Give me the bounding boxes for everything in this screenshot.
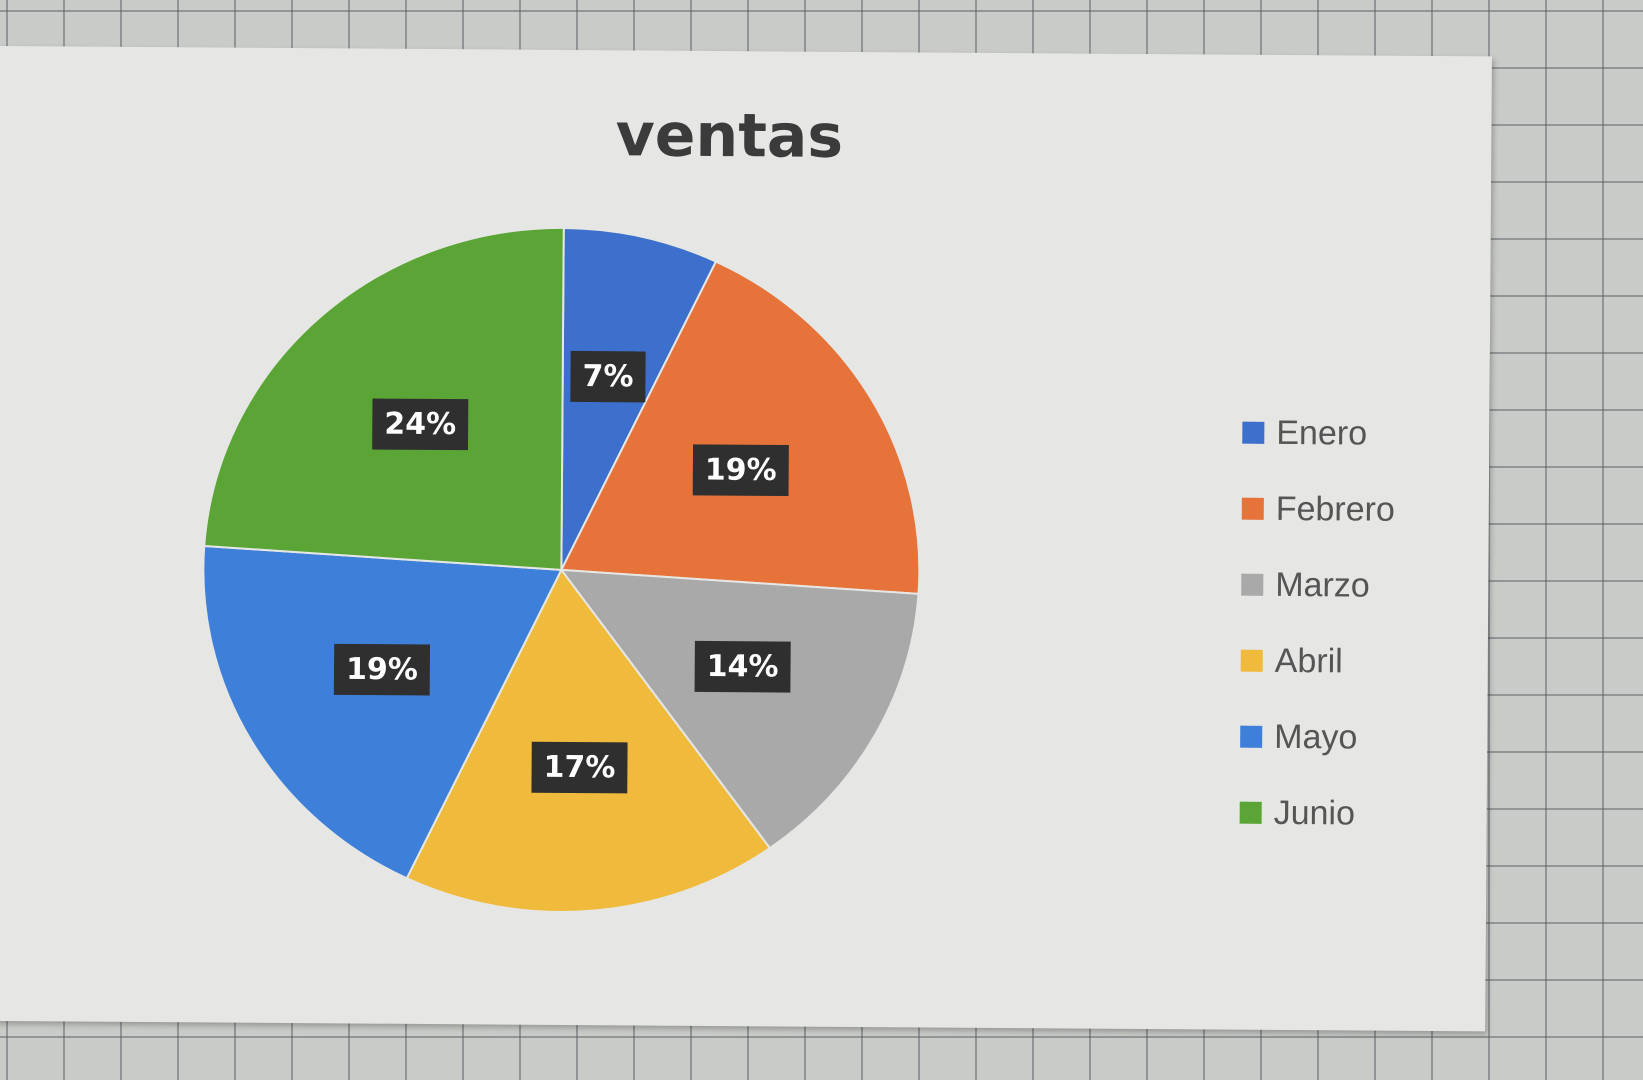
- pie-slice-mayo: [202, 544, 563, 880]
- legend-item-abril: Abril: [1240, 623, 1471, 701]
- data-label-enero: 7%: [570, 350, 646, 403]
- pie-slice-abril: [405, 568, 772, 913]
- legend-label: Junio: [1273, 793, 1356, 832]
- data-label-text: 19%: [346, 652, 418, 688]
- pie-slice-febrero: [559, 260, 921, 595]
- legend-label: Enero: [1276, 413, 1368, 453]
- legend-swatch: [1240, 649, 1263, 672]
- chart-title: ventas: [615, 100, 844, 172]
- data-label-box: [531, 741, 628, 794]
- legend-item-febrero: Febrero: [1241, 471, 1473, 549]
- data-label-mayo: 19%: [333, 643, 431, 696]
- legend-swatch: [1241, 573, 1264, 596]
- legend-label: Abril: [1274, 641, 1343, 680]
- data-label-text: 7%: [582, 359, 633, 394]
- data-label-box: [694, 640, 791, 693]
- data-label-text: 17%: [543, 750, 615, 786]
- data-label-marzo: 14%: [694, 640, 791, 693]
- pie-slices: [202, 226, 921, 913]
- chart-sheet: ventas 7% 19% 14% 17% 19% 24% Enero Febrero M…: [0, 46, 1492, 1032]
- data-label-box: [372, 398, 469, 451]
- legend-label: Mayo: [1274, 717, 1358, 756]
- legend-item-enero: Enero: [1242, 395, 1473, 473]
- legend-swatch: [1241, 497, 1264, 520]
- data-label-abril: 17%: [531, 741, 628, 794]
- chart-legend: Enero Febrero Marzo Abril Mayo Junio: [1239, 395, 1472, 853]
- pie-slice-marzo: [559, 568, 920, 850]
- data-label-text: 24%: [384, 407, 456, 443]
- legend-label: Marzo: [1275, 565, 1370, 605]
- pie-chart: 7% 19% 14% 17% 19% 24%: [202, 226, 921, 913]
- pie-slice-junio: [203, 226, 565, 572]
- legend-swatch: [1240, 725, 1263, 748]
- legend-item-marzo: Marzo: [1241, 547, 1472, 625]
- data-label-text: 14%: [707, 649, 779, 685]
- legend-label: Febrero: [1275, 489, 1395, 529]
- data-label-text: 19%: [705, 452, 777, 488]
- data-label-junio: 24%: [372, 398, 469, 451]
- legend-swatch: [1242, 421, 1265, 444]
- data-label-box: [570, 350, 646, 403]
- legend-item-junio: Junio: [1239, 775, 1470, 853]
- data-label-febrero: 19%: [692, 444, 789, 497]
- data-label-box: [333, 643, 431, 696]
- legend-item-mayo: Mayo: [1240, 699, 1471, 777]
- pie-data-labels: 7% 19% 14% 17% 19% 24%: [333, 350, 791, 794]
- legend-swatch: [1239, 801, 1262, 824]
- data-label-box: [692, 444, 789, 497]
